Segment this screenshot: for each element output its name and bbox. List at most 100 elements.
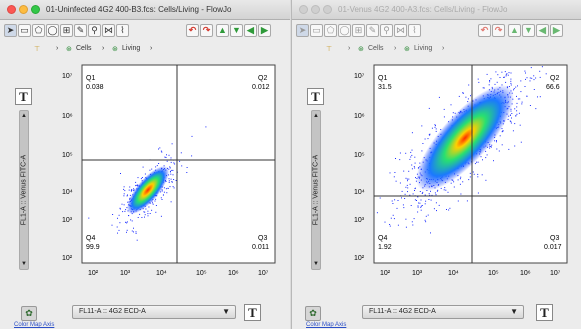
- color-map-icon[interactable]: ✿: [21, 306, 37, 321]
- y-tick-labels: 10⁷ 10⁶ 10⁵ 10⁴ 10³ 10²: [354, 73, 365, 262]
- ellipse-gate-icon[interactable]: ◯: [338, 24, 351, 37]
- event-dot: [428, 193, 430, 195]
- down-arrow-icon[interactable]: ▼: [522, 24, 535, 37]
- up-arrow-icon[interactable]: ▲: [508, 24, 521, 37]
- magic-wand-icon[interactable]: ⚲: [88, 24, 101, 37]
- x-axis-select[interactable]: FL11-A :: 4G2 ECD-A ▼: [72, 305, 236, 319]
- event-dot: [133, 231, 134, 233]
- event-dot: [119, 208, 121, 210]
- color-map-axis-link[interactable]: Color Map Axis: [14, 322, 55, 328]
- back-arrow-icon[interactable]: ◀: [244, 24, 257, 37]
- event-dot: [159, 147, 161, 149]
- undo-icon[interactable]: ↶: [186, 24, 199, 37]
- y-axis-text-button[interactable]: T: [307, 88, 324, 105]
- back-arrow-icon[interactable]: ◀: [536, 24, 549, 37]
- y-axis-text-button[interactable]: T: [15, 88, 32, 105]
- y-tick-label: 10⁶: [354, 113, 365, 120]
- curly-gate-icon[interactable]: ⌇: [408, 24, 421, 37]
- quadrant-gate-icon[interactable]: ⊞: [60, 24, 73, 37]
- up-arrow-icon[interactable]: ▲: [216, 24, 229, 37]
- gate-tree-icon[interactable]: ⊤: [34, 46, 41, 53]
- y-axis-selector[interactable]: ▲ ▼: [311, 110, 321, 270]
- breadcrumb-living[interactable]: Living: [122, 45, 141, 52]
- event-dot: [469, 176, 471, 178]
- breadcrumb-cells[interactable]: Cells: [76, 45, 92, 52]
- quadrant-gate-icon[interactable]: ⊞: [352, 24, 365, 37]
- event-dot: [405, 152, 407, 154]
- pencil-icon[interactable]: ✎: [366, 24, 379, 37]
- select-arrow-icon[interactable]: ➤: [4, 24, 17, 37]
- event-dot: [160, 215, 162, 217]
- event-dot: [410, 205, 412, 206]
- event-dot: [490, 78, 492, 80]
- y-tick-label: 10⁵: [354, 152, 365, 159]
- forward-arrow-icon[interactable]: ▶: [550, 24, 563, 37]
- rectangle-gate-icon[interactable]: ▭: [18, 24, 31, 37]
- event-dot: [170, 178, 172, 180]
- up-caret-icon: ▲: [313, 113, 319, 119]
- event-dot: [516, 95, 517, 97]
- title-bar[interactable]: 01-Uninfected 4G2 400-B3.fcs: Cells/Livi…: [0, 0, 290, 20]
- event-dot: [460, 176, 462, 178]
- event-dot: [122, 211, 124, 213]
- window-title: 01-Venus 4G2 400-A3.fcs: Cells/Living - …: [338, 5, 508, 14]
- cells-gate-icon: ⊛: [358, 46, 364, 53]
- polygon-gate-icon[interactable]: ⬠: [32, 24, 45, 37]
- y-axis-selector[interactable]: ▲ ▼: [19, 110, 29, 270]
- spider-gate-icon[interactable]: ⋈: [394, 24, 407, 37]
- minimize-window-button[interactable]: [19, 5, 28, 14]
- event-dot: [489, 147, 491, 149]
- event-dot: [411, 154, 413, 156]
- event-dot: [149, 169, 151, 171]
- forward-arrow-icon[interactable]: ▶: [258, 24, 271, 37]
- cells-gate-icon: ⊛: [66, 46, 72, 53]
- undo-icon[interactable]: ↶: [478, 24, 491, 37]
- event-dot: [144, 173, 146, 175]
- magic-wand-icon[interactable]: ⚲: [380, 24, 393, 37]
- event-dot: [501, 84, 503, 86]
- dot-plot-venus[interactable]: Q1 31.5 Q2 66.6 Q4 1.92 Q3 0.017 10⁷ 10⁶…: [292, 0, 581, 329]
- zoom-window-button[interactable]: [323, 5, 332, 14]
- rectangle-gate-icon[interactable]: ▭: [310, 24, 323, 37]
- x-axis-text-button[interactable]: T: [244, 304, 261, 321]
- color-map-icon[interactable]: ✿: [305, 306, 321, 321]
- breadcrumb-cells[interactable]: Cells: [368, 45, 384, 52]
- title-bar[interactable]: 01-Venus 4G2 400-A3.fcs: Cells/Living - …: [292, 0, 581, 20]
- event-dot: [169, 186, 171, 188]
- event-dot: [404, 193, 406, 195]
- polygon-gate-icon[interactable]: ⬠: [324, 24, 337, 37]
- x-tick-label: 10⁴: [448, 270, 459, 277]
- select-arrow-icon[interactable]: ➤: [296, 24, 309, 37]
- breadcrumb-living[interactable]: Living: [414, 45, 433, 52]
- event-dot: [421, 205, 423, 206]
- event-dot: [132, 190, 134, 192]
- spider-gate-icon[interactable]: ⋈: [102, 24, 115, 37]
- x-axis-select[interactable]: FL11-A :: 4G2 ECD-A ▼: [362, 305, 524, 319]
- event-dot: [438, 96, 440, 98]
- close-window-button[interactable]: [299, 5, 308, 14]
- ellipse-gate-icon[interactable]: ◯: [46, 24, 59, 37]
- minimize-window-button[interactable]: [311, 5, 320, 14]
- event-dot: [431, 127, 433, 129]
- down-caret-icon: ▼: [21, 261, 27, 267]
- curly-gate-icon[interactable]: ⌇: [116, 24, 129, 37]
- zoom-window-button[interactable]: [31, 5, 40, 14]
- event-dot: [427, 138, 429, 140]
- event-dot: [135, 231, 137, 233]
- event-dot: [126, 229, 128, 231]
- close-window-button[interactable]: [7, 5, 16, 14]
- x-axis-text-button[interactable]: T: [536, 304, 553, 321]
- event-dot: [405, 186, 407, 188]
- x-tick-labels: 10² 10³ 10⁴ 10⁵ 10⁶ 10⁷: [380, 270, 561, 277]
- gate-tree-icon[interactable]: ⊤: [326, 46, 333, 53]
- event-dot: [147, 215, 149, 217]
- color-map-axis-link[interactable]: Color Map Axis: [306, 322, 347, 328]
- plot-area: [81, 64, 276, 264]
- redo-icon[interactable]: ↷: [200, 24, 213, 37]
- down-arrow-icon[interactable]: ▼: [230, 24, 243, 37]
- dot-plot-uninfected[interactable]: Q1 0.038 Q2 0.012 Q4 99.9 Q3 0.011 10⁷ 1…: [0, 0, 290, 329]
- event-dot: [510, 114, 511, 116]
- redo-icon[interactable]: ↷: [492, 24, 505, 37]
- y-tick-label: 10⁵: [62, 152, 73, 159]
- pencil-icon[interactable]: ✎: [74, 24, 87, 37]
